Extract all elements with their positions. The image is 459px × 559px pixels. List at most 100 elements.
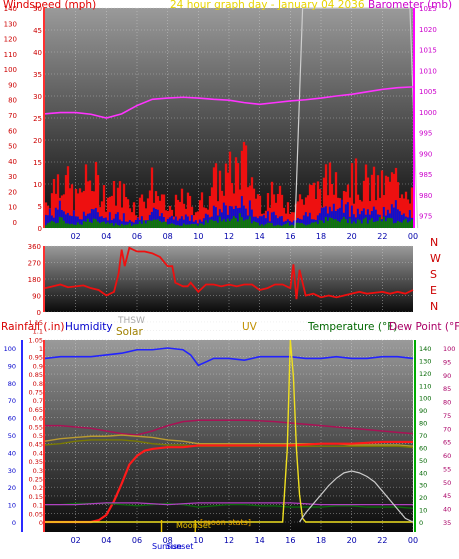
wind-gust-bar	[286, 202, 290, 228]
wind-min-bar	[252, 221, 256, 228]
wind-gust-bar	[230, 183, 234, 228]
wind-min-bar	[136, 223, 140, 228]
wind-min-bar	[328, 217, 332, 228]
wind-mph-tick-label: 35	[33, 71, 42, 79]
wind-min-bar	[254, 222, 258, 228]
wind-min-bar	[360, 223, 364, 228]
temperature-tick-label: 40	[419, 469, 427, 477]
wind-speed-bar	[96, 212, 100, 228]
wind-min-bar	[140, 223, 144, 228]
wind-gust-bar	[298, 194, 302, 228]
wind-mph-tick-label: 20	[33, 137, 42, 145]
wind-speed-bar	[224, 205, 228, 228]
wind-x-tick-label: 02	[71, 232, 81, 241]
dewpoint-tick-label: 70	[443, 425, 451, 433]
wind-gust-bar	[128, 208, 132, 228]
wind-min-bar	[232, 216, 236, 228]
rainfall-line	[45, 440, 413, 524]
wind-min-bar	[128, 223, 132, 228]
wind-gust-bar	[324, 164, 328, 228]
wind-gust-bar	[76, 193, 80, 228]
wind-min-bar	[126, 224, 130, 228]
wind-gust-bar	[376, 175, 380, 228]
wind-min-bar	[256, 222, 260, 228]
wind-min-bar	[320, 220, 324, 228]
wind-speed-bar	[134, 219, 138, 228]
wind-min-bar	[76, 222, 80, 228]
wind-min-bar	[304, 225, 308, 228]
dewpoint-tick-label: 55	[443, 465, 451, 473]
wind-gust-bar	[150, 167, 154, 228]
wind-mph-tick-label: 45	[33, 27, 42, 35]
thsw-line	[44, 434, 414, 447]
wind-speed-bar	[322, 207, 326, 228]
wind-min-bar	[100, 222, 104, 228]
wind-min-bar	[248, 216, 252, 228]
wind-min-bar	[402, 220, 406, 228]
wind-gust-bar	[402, 198, 406, 228]
wind-gust-bar	[378, 197, 382, 228]
wind-speed-bar	[90, 209, 94, 228]
wind-min-bar	[134, 224, 138, 228]
wind-gust-bar	[80, 192, 84, 228]
wind-min-bar	[292, 225, 296, 228]
wind-gust-bar	[272, 194, 276, 228]
wind-speed-bar	[240, 196, 244, 228]
baro-tick-label: 980	[419, 192, 432, 200]
wind-speed-bar	[306, 216, 310, 228]
wind-min-bar	[316, 223, 320, 228]
wind-gust-bar	[112, 181, 116, 228]
wind-min-bar	[180, 225, 184, 228]
wind-min-bar	[202, 224, 206, 228]
wind-gust-bar	[342, 190, 346, 228]
temperature-tick-label: 60	[419, 444, 427, 452]
wind-speed-bar	[346, 202, 350, 228]
wind-gust-bar	[316, 181, 320, 228]
wind-x-tick-label: 10	[193, 232, 203, 241]
rain-tick-label: 0.45	[29, 441, 43, 449]
wind-min-bar	[308, 224, 312, 228]
wind-gust-bar	[180, 188, 184, 228]
wind-kmh-tick-label: 120	[4, 36, 17, 44]
wind-min-bar	[372, 221, 376, 228]
wind-gust-bar	[138, 197, 142, 228]
wind-min-bar	[118, 225, 122, 228]
solar-line	[45, 339, 413, 523]
wind-gust-bar	[176, 199, 180, 228]
uv-line	[299, 470, 414, 523]
wind-gust-bar	[52, 178, 56, 228]
temperature-tick-label: 130	[419, 357, 431, 365]
dewpoint-tick-label: 95	[443, 358, 451, 366]
wind-min-bar	[348, 218, 352, 228]
wind-min-bar	[66, 223, 70, 228]
wind-speed-bar	[288, 221, 292, 228]
wind-min-bar	[204, 220, 208, 228]
wind-speed-bar	[302, 215, 306, 228]
wind-speed-bar	[216, 215, 220, 228]
wind-kmh-tick-label: 30	[8, 173, 17, 181]
wind-gust-bar	[208, 195, 212, 228]
wind-min-bar	[96, 221, 100, 228]
wind-gust-bar	[312, 182, 316, 228]
wind-speed-bar	[184, 214, 188, 228]
wind-gust-bar	[240, 150, 244, 228]
wind-min-bar	[62, 220, 66, 228]
wind-gust-bar	[202, 207, 206, 228]
wind-gust-bar	[400, 194, 404, 228]
baro-tick-label: 1000	[419, 109, 437, 117]
direction-series	[44, 246, 414, 300]
wind-gust-bar	[70, 184, 74, 228]
temp-x-tick-label: 06	[132, 536, 142, 545]
wind-min-bar	[240, 217, 244, 228]
wind-gust-bar	[326, 195, 330, 228]
temperature-tick-label: 120	[419, 370, 431, 378]
wind-min-bar	[92, 218, 96, 228]
wind-x-tick-label: 08	[163, 232, 173, 241]
wind-min-bar	[106, 222, 110, 228]
wind-speed-bar	[66, 212, 70, 228]
wind-speed-bar	[180, 216, 184, 228]
wind-min-bar	[56, 222, 60, 228]
wind-gust-bar	[118, 181, 122, 228]
